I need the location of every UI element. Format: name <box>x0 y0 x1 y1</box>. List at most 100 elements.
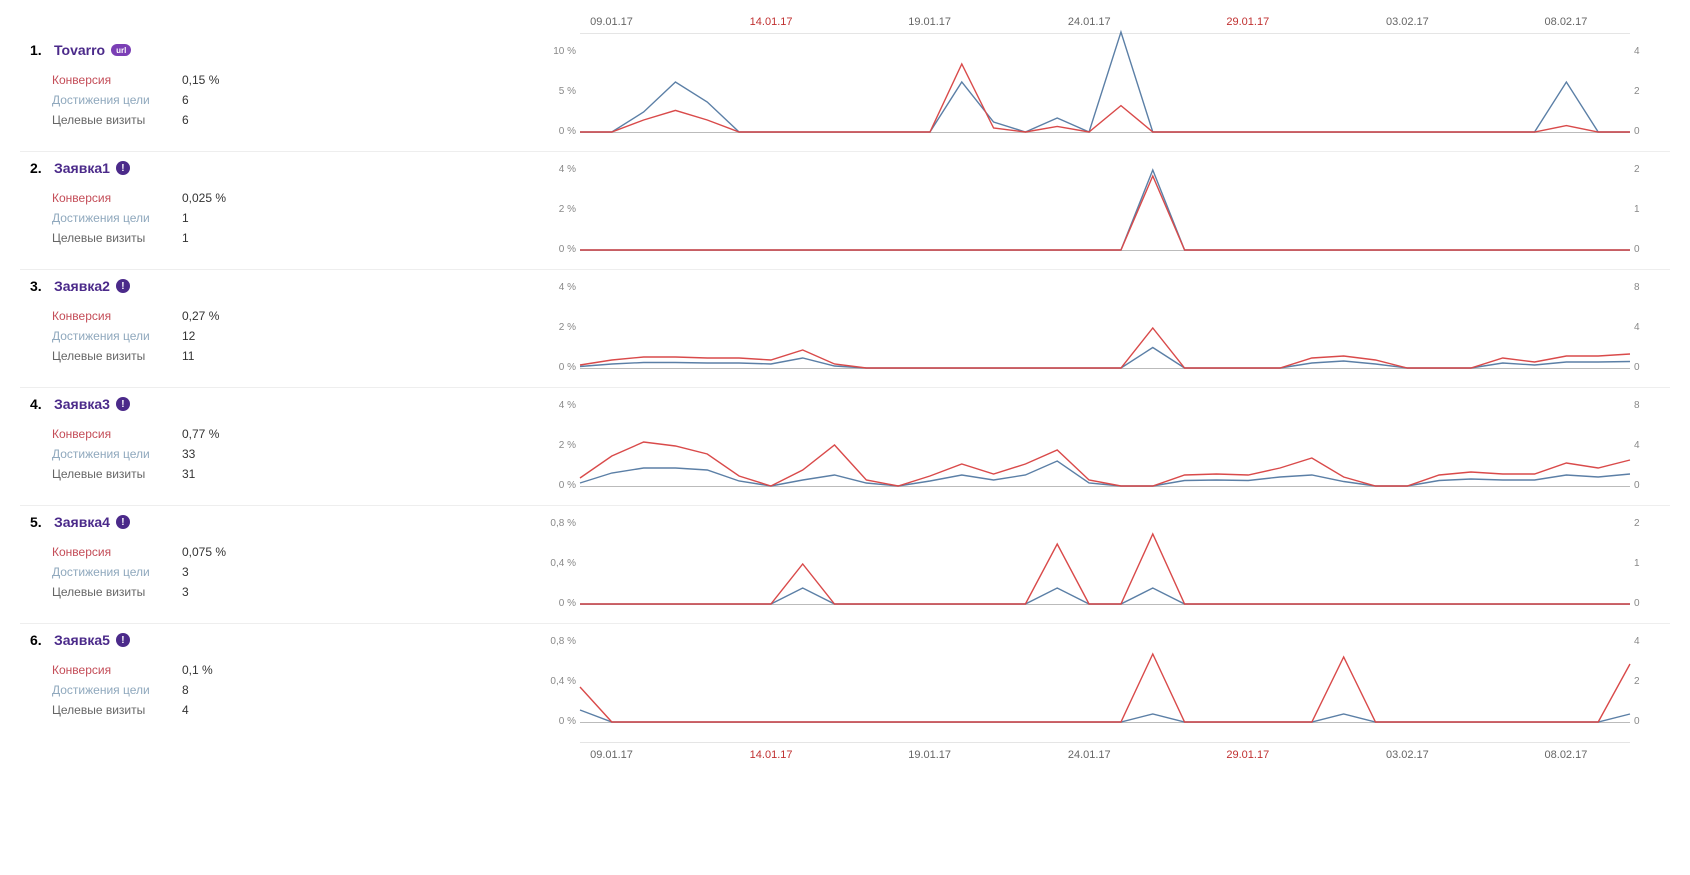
y-right-tick: 2 <box>1634 86 1666 97</box>
metric-name: Целевые визиты <box>52 582 182 602</box>
date-label: 24.01.17 <box>1068 16 1111 28</box>
metric-line-goal: Достижения цели33 <box>52 444 580 464</box>
line-chart: 0 %2 %4 %048 <box>580 288 1630 368</box>
row-title[interactable]: Заявка5 <box>54 632 110 648</box>
metric-line-conv: Конверсия0,27 % <box>52 306 580 326</box>
y-left-tick: 5 % <box>540 86 576 97</box>
row-title[interactable]: Заявка4 <box>54 514 110 530</box>
js-badge-icon: ! <box>116 279 130 293</box>
goal-summary: 4.Заявка3!Конверсия0,77 %Достижения цели… <box>20 396 580 501</box>
metric-value: 1 <box>182 208 189 228</box>
metric-value: 3 <box>182 582 189 602</box>
y-right-tick: 0 <box>1634 480 1666 491</box>
y-left-tick: 2 % <box>540 204 576 215</box>
metric-value: 0,075 % <box>182 542 226 562</box>
chart-wrap: 0 %0,4 %0,8 %012 <box>580 514 1630 619</box>
chart-wrap: 0 %2 %4 %048 <box>580 278 1630 383</box>
goal-summary: 6.Заявка5!Конверсия0,1 %Достижения цели8… <box>20 632 580 738</box>
goal-row: 1.TovarrourlКонверсия0,15 %Достижения це… <box>20 34 1670 152</box>
metric-line-vis: Целевые визиты4 <box>52 700 580 720</box>
y-left-tick: 10 % <box>540 46 576 57</box>
metric-name: Достижения цели <box>52 444 182 464</box>
y-left-tick: 0 % <box>540 362 576 373</box>
metric-value: 3 <box>182 562 189 582</box>
metric-name: Целевые визиты <box>52 110 182 130</box>
url-badge-icon: url <box>111 44 131 56</box>
plot-svg <box>580 524 1630 604</box>
line-chart: 0 %5 %10 %024 <box>580 52 1630 132</box>
date-label: 19.01.17 <box>908 749 951 761</box>
plot-svg <box>580 642 1630 722</box>
y-right-tick: 4 <box>1634 46 1666 57</box>
metric-name: Достижения цели <box>52 562 182 582</box>
metric-line-conv: Конверсия0,025 % <box>52 188 580 208</box>
title-line: 1.Tovarrourl <box>30 42 580 58</box>
metric-line-vis: Целевые визиты6 <box>52 110 580 130</box>
metric-name: Целевые визиты <box>52 700 182 720</box>
metric-value: 0,1 % <box>182 660 213 680</box>
y-right-tick: 4 <box>1634 636 1666 647</box>
goal-row: 4.Заявка3!Конверсия0,77 %Достижения цели… <box>20 388 1670 506</box>
metric-value: 31 <box>182 464 195 484</box>
row-number: 5. <box>30 514 48 530</box>
date-label: 03.02.17 <box>1386 749 1429 761</box>
date-label: 29.01.17 <box>1226 749 1269 761</box>
row-number: 4. <box>30 396 48 412</box>
y-right-tick: 0 <box>1634 598 1666 609</box>
title-line: 2.Заявка1! <box>30 160 580 176</box>
metrics: Конверсия0,27 %Достижения цели12Целевые … <box>30 306 580 366</box>
metrics: Конверсия0,075 %Достижения цели3Целевые … <box>30 542 580 602</box>
metric-line-goal: Достижения цели3 <box>52 562 580 582</box>
y-left-tick: 0 % <box>540 244 576 255</box>
y-left-tick: 0 % <box>540 480 576 491</box>
row-title[interactable]: Заявка3 <box>54 396 110 412</box>
line-chart: 0 %0,4 %0,8 %012 <box>580 524 1630 604</box>
goal-row: 5.Заявка4!Конверсия0,075 %Достижения цел… <box>20 506 1670 624</box>
line-chart: 0 %2 %4 %048 <box>580 406 1630 486</box>
metric-name: Достижения цели <box>52 208 182 228</box>
metric-name: Конверсия <box>52 188 182 208</box>
metric-value: 0,27 % <box>182 306 219 326</box>
y-right-tick: 0 <box>1634 362 1666 373</box>
metric-line-vis: Целевые визиты1 <box>52 228 580 248</box>
date-label: 29.01.17 <box>1226 16 1269 28</box>
date-axis-bottom: 09.01.1714.01.1719.01.1724.01.1729.01.17… <box>580 742 1630 766</box>
metric-value: 11 <box>182 346 194 366</box>
row-title[interactable]: Заявка2 <box>54 278 110 294</box>
row-title[interactable]: Заявка1 <box>54 160 110 176</box>
y-left-tick: 0 % <box>540 598 576 609</box>
line-chart: 0 %0,4 %0,8 %024 <box>580 642 1630 722</box>
title-line: 5.Заявка4! <box>30 514 580 530</box>
title-line: 4. Заявка3! <box>30 396 580 412</box>
y-right-tick: 0 <box>1634 716 1666 727</box>
title-line: 3.Заявка2! <box>30 278 580 294</box>
y-right-tick: 8 <box>1634 400 1666 411</box>
metric-line-conv: Конверсия0,15 % <box>52 70 580 90</box>
y-right-tick: 4 <box>1634 440 1666 451</box>
metric-line-conv: Конверсия0,1 % <box>52 660 580 680</box>
y-left-tick: 0,4 % <box>540 676 576 687</box>
metric-name: Целевые визиты <box>52 464 182 484</box>
goal-row: 3.Заявка2! Конверсия0,27 %Достижения цели… <box>20 270 1670 388</box>
metric-value: 0,025 % <box>182 188 226 208</box>
js-badge-icon: ! <box>116 397 130 411</box>
metric-name: Конверсия <box>52 306 182 326</box>
date-axis-top: 09.01.1714.01.1719.01.1724.01.1729.01.17… <box>580 10 1630 34</box>
date-label: 03.02.17 <box>1386 16 1429 28</box>
metric-name: Конверсия <box>52 660 182 680</box>
plot-svg <box>580 170 1630 250</box>
metric-value: 12 <box>182 326 195 346</box>
y-right-tick: 1 <box>1634 204 1666 215</box>
metric-value: 1 <box>182 228 189 248</box>
date-label: 08.02.17 <box>1545 16 1588 28</box>
row-title[interactable]: Tovarro <box>54 42 105 58</box>
goal-row: 6.Заявка5!Конверсия0,1 %Достижения цели8… <box>20 624 1670 742</box>
y-left-tick: 0 % <box>540 716 576 727</box>
date-label: 14.01.17 <box>750 749 793 761</box>
metric-value: 33 <box>182 444 195 464</box>
metrics: Конверсия0,025 %Достижения цели1Целевые … <box>30 188 580 248</box>
metric-value: 6 <box>182 110 189 130</box>
metric-line-vis: Целевые визиты31 <box>52 464 580 484</box>
y-left-tick: 0,8 % <box>540 518 576 529</box>
y-right-tick: 0 <box>1634 126 1666 137</box>
